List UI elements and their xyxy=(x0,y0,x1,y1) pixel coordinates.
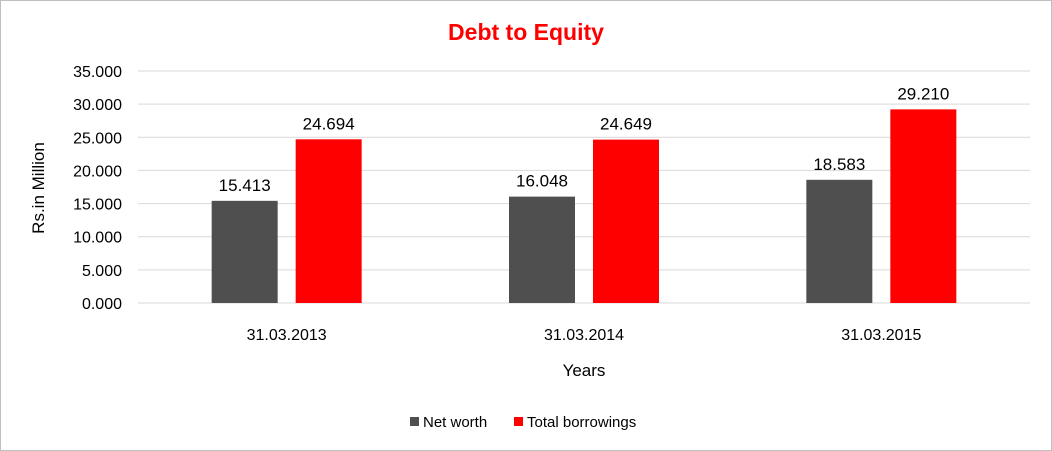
data-label: 24.649 xyxy=(600,115,652,134)
bar-total-borrowings xyxy=(295,139,362,303)
x-axis-label: Years xyxy=(563,361,606,380)
data-label: 15.413 xyxy=(219,176,271,195)
y-axis-label: Rs.in Million xyxy=(29,142,48,234)
legend-label: Net worth xyxy=(423,414,487,431)
data-labels: 15.413 24.694 16.048 24.649 18.583 29.210 xyxy=(219,84,950,194)
bar-net-worth xyxy=(806,179,873,303)
y-axis-ticks: 0.000 5.000 10.000 15.000 20.000 25.000 30.000… xyxy=(73,64,122,313)
y-tick-label: 15.000 xyxy=(73,197,122,214)
bar-total-borrowings xyxy=(890,109,957,303)
data-label: 16.048 xyxy=(516,172,568,191)
legend: Net worth Total borrowings xyxy=(410,414,636,431)
legend-swatch xyxy=(410,417,419,426)
bar-total-borrowings xyxy=(593,139,659,303)
bar-net-worth xyxy=(509,196,575,303)
x-tick-label: 31.03.2013 xyxy=(247,327,327,344)
legend-swatch xyxy=(514,417,523,426)
bar-net-worth xyxy=(211,200,278,303)
x-tick-label: 31.03.2015 xyxy=(841,327,921,344)
data-label: 24.694 xyxy=(303,114,355,133)
y-tick-label: 35.000 xyxy=(73,64,122,81)
y-tick-label: 10.000 xyxy=(73,230,122,247)
chart-title: Debt to Equity xyxy=(448,19,604,45)
data-label: 29.210 xyxy=(897,84,949,103)
y-tick-label: 5.000 xyxy=(82,263,122,280)
gridlines xyxy=(138,70,1030,304)
y-tick-label: 25.000 xyxy=(73,130,122,147)
x-tick-label: 31.03.2014 xyxy=(544,327,624,344)
y-tick-label: 20.000 xyxy=(73,163,122,180)
y-tick-label: 0.000 xyxy=(82,296,122,313)
legend-label: Total borrowings xyxy=(527,414,636,431)
bars xyxy=(211,109,957,303)
x-axis-ticks: 31.03.2013 31.03.2014 31.03.2015 xyxy=(247,327,922,344)
data-label: 18.583 xyxy=(813,155,865,174)
y-tick-label: 30.000 xyxy=(73,97,122,114)
